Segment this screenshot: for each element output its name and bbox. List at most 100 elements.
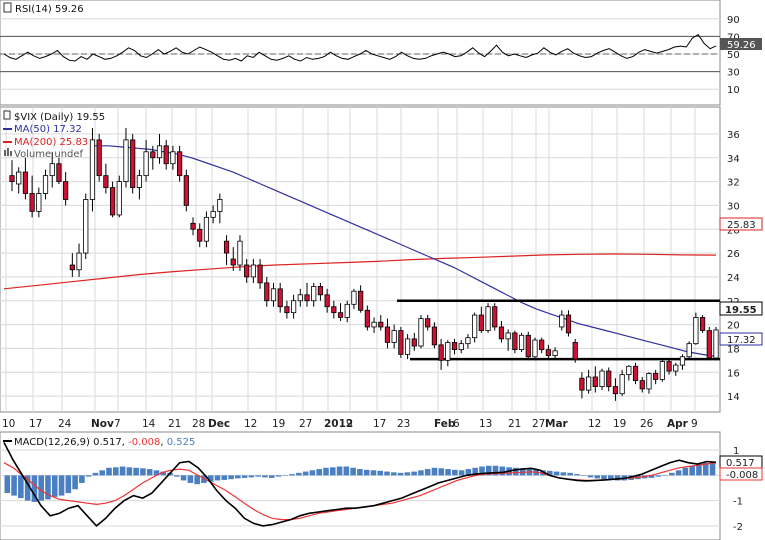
candle-body-down [324, 294, 330, 308]
x-tick-label: Mar [545, 418, 569, 430]
candle-body-down [411, 338, 417, 347]
candlestick [391, 324, 397, 349]
candle-body-down [130, 139, 136, 188]
candlestick [29, 175, 35, 218]
macd-histogram-bar [241, 475, 248, 478]
price-tick-label: 14 [727, 392, 740, 403]
macd-histogram-bar [492, 465, 499, 476]
candlestick [170, 145, 176, 170]
candlestick [384, 318, 391, 349]
candlestick [666, 357, 672, 375]
macd-histogram-bar [560, 472, 567, 476]
candle-body-down [364, 309, 370, 328]
candle-body-down [632, 365, 639, 381]
x-tick-label: 12 [244, 418, 257, 430]
macd-histogram-bar [146, 469, 153, 476]
candle-body-down [451, 342, 458, 351]
candle-body-up [42, 175, 49, 194]
candle-body-up [559, 314, 565, 328]
macd-histogram-bar [675, 470, 682, 476]
candlestick [679, 354, 686, 370]
candle-body-up [679, 356, 686, 366]
candle-body-down [666, 361, 672, 372]
candle-body-down [492, 306, 498, 328]
macd-histogram-bar [682, 467, 689, 476]
candle-body-down [230, 258, 236, 266]
candle-body-down [22, 171, 29, 194]
macd-legend-prefix: MACD(12,26,9) [14, 437, 90, 448]
candlestick [378, 315, 384, 331]
macd-histogram-bar [546, 470, 553, 476]
candlestick [465, 334, 471, 349]
price-tick-label: 16 [727, 368, 740, 379]
candlestick [425, 315, 431, 331]
candle-body-down [183, 175, 189, 206]
macd-histogram-bar [567, 472, 573, 476]
rsi-last-value: 59.26 [727, 40, 756, 51]
macd-histogram-bar [221, 475, 228, 480]
price-panel: 363432302826242220181614 25.83 19.55 17.… [0, 106, 763, 413]
candle-body-up [123, 139, 129, 182]
candle-body-down [9, 175, 15, 182]
x-tick-label: 19 [272, 418, 285, 430]
rsi-label: RSI(14) 59.26 [3, 2, 84, 15]
macd-histogram [4, 462, 716, 502]
macd-histogram-bar [472, 467, 478, 476]
macd-histogram-bar [11, 475, 17, 496]
candle-body-up [404, 338, 411, 355]
candle-body-down [478, 314, 484, 331]
price-panel-frame [0, 106, 721, 413]
price-label-icon [3, 110, 11, 120]
candlestick [16, 167, 22, 194]
candlestick [404, 334, 411, 360]
candlestick [545, 344, 551, 360]
price-tick-label: 20 [727, 321, 740, 332]
x-tick-label: 19 [613, 418, 626, 430]
macd-histogram-bar [160, 471, 167, 476]
candlestick [143, 139, 149, 182]
macd-histogram-bar [72, 475, 78, 490]
macd-histogram-bar [275, 475, 282, 477]
candlestick [686, 341, 692, 360]
candlestick [103, 163, 109, 194]
candle-body-up [156, 145, 163, 159]
macd-histogram-bar [79, 475, 85, 483]
candlestick [351, 288, 357, 310]
candlestick [518, 332, 525, 352]
macd-histogram-bar [194, 475, 200, 485]
macd-histogram-bar [187, 475, 194, 483]
macd-histogram-bar [180, 475, 187, 481]
candlestick [451, 338, 458, 355]
candle-body-up [217, 199, 223, 212]
candle-body-up [485, 306, 491, 331]
candle-body-up [311, 286, 317, 302]
macd-histogram-bar [343, 466, 350, 476]
candle-body-up [619, 374, 625, 395]
candlestick [244, 259, 250, 283]
candlestick [458, 340, 464, 354]
candlestick [123, 127, 129, 188]
macd-histogram-bar [316, 469, 323, 476]
candle-body-down [699, 317, 706, 331]
candle-body-up [518, 334, 525, 351]
candle-body-down [337, 312, 344, 318]
candlestick [56, 157, 62, 184]
candlestick [136, 169, 142, 200]
candlestick [183, 169, 189, 212]
last-price-badge: 19.55 [719, 301, 763, 316]
candle-body-down [565, 314, 572, 334]
macd-histogram-bar [513, 467, 519, 476]
macd-panel: 10-1-2 0.517 -0.008 MACD(12,26,9) 0.517,… [0, 431, 763, 540]
candlestick [713, 326, 719, 361]
macd-histogram-bar [24, 475, 31, 501]
candle-body-down [425, 318, 431, 328]
macd-histogram-bar [370, 470, 377, 476]
candle-body-up [351, 290, 357, 305]
ma50-line [95, 145, 717, 358]
price-tick-label: 24 [727, 273, 740, 284]
candle-body-up [290, 300, 297, 314]
candlesticks [9, 127, 719, 401]
candlestick [505, 329, 511, 351]
candlestick [83, 193, 89, 260]
candle-body-down [431, 326, 438, 346]
